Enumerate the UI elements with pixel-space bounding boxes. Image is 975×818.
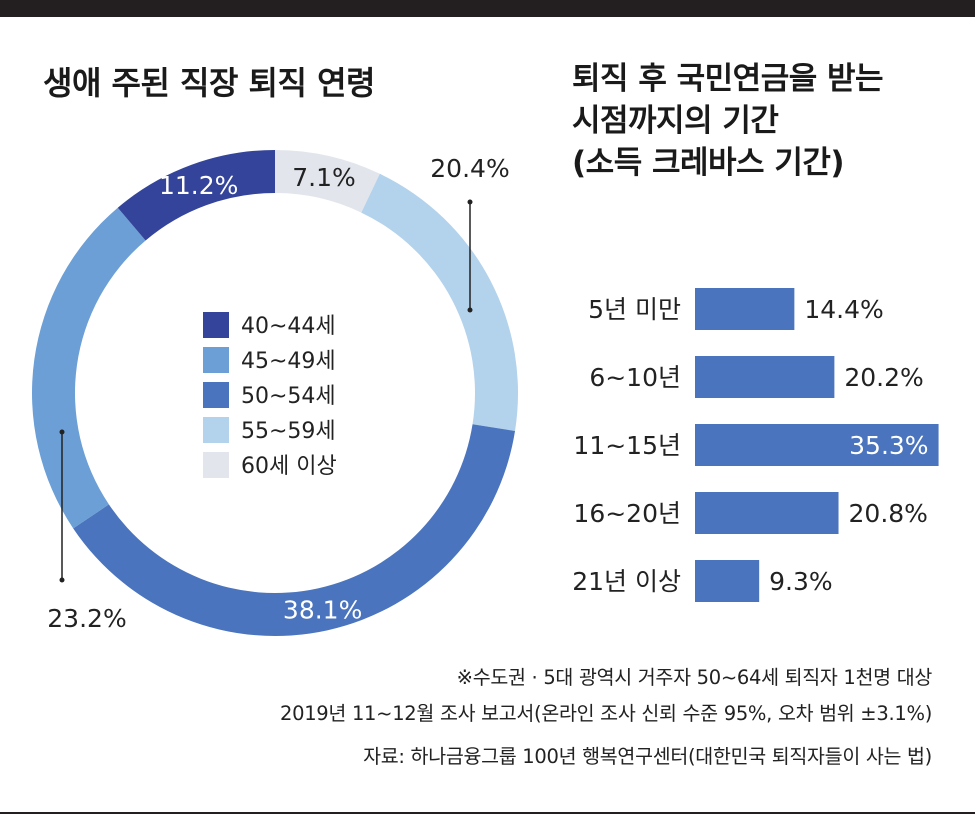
legend-label: 45~49세 (241, 349, 336, 374)
bar-value-label: 14.4% (804, 295, 883, 324)
bar-chart-title-line-3: (소득 크레바스 기간) (572, 145, 845, 181)
legend-label: 40~44세 (241, 314, 336, 339)
donut-slice (275, 150, 380, 213)
legend-label: 50~54세 (241, 384, 336, 409)
legend-swatch (203, 452, 229, 478)
legend-swatch (203, 312, 229, 338)
bar-value-label: 35.3% (849, 431, 928, 460)
bar (695, 560, 760, 602)
legend-label: 60세 이상 (241, 454, 337, 479)
donut-slice-label: 20.4% (430, 154, 509, 183)
bar (695, 424, 939, 466)
donut-slice (117, 150, 275, 241)
donut-slice-label: 7.1% (292, 163, 356, 192)
bar-category-label: 16~20년 (573, 499, 681, 528)
donut-slice-label: 38.1% (283, 595, 362, 624)
footnote-date: 2019년 11~12월 조사 보고서(온라인 조사 신뢰 수준 95%, 오차… (279, 702, 932, 725)
donut-slice (361, 173, 518, 432)
bar-value-label: 9.3% (769, 567, 833, 596)
bar-value-label: 20.2% (844, 363, 923, 392)
bar-chart: 5년 미만 14.4% 6~10년 20.2% 11~15년 35.3% 16~20년 20.… (572, 288, 939, 602)
donut-slice (73, 424, 516, 636)
bar-chart-title-line-1: 퇴직 후 국민연금을 받는 (572, 61, 884, 97)
donut-chart: 11.2% 38.1% 7.1% 20.4% 23.2% 40~44세 45~49세 50~5… (32, 150, 518, 636)
legend-swatch (203, 382, 229, 408)
leader-dot (59, 577, 65, 583)
footnote-survey: ※수도권 · 5대 광역시 거주자 50~64세 퇴직자 1천명 대상 (456, 666, 933, 689)
leader-dot (59, 429, 65, 435)
leader-dot (467, 307, 473, 313)
footnote-source: 자료: 하나금융그룹 100년 행복연구센터(대한민국 퇴직자들이 사는 법) (363, 745, 932, 768)
bar-value-label: 20.8% (849, 499, 928, 528)
donut-slice-label: 23.2% (47, 604, 126, 633)
legend-label: 55~59세 (241, 419, 336, 444)
bar (695, 288, 795, 330)
bottom-rule (0, 812, 975, 814)
bar (695, 356, 835, 398)
donut-chart-title: 생애 주된 직장 퇴직 연령 (43, 64, 375, 102)
bar-category-label: 11~15년 (573, 431, 681, 460)
bar (695, 492, 839, 534)
bar-category-label: 5년 미만 (588, 295, 681, 324)
leader-dot (467, 199, 473, 205)
bar-category-label: 21년 이상 (572, 567, 681, 596)
bar-chart-title: 퇴직 후 국민연금을 받는 시점까지의 기간 (소득 크레바스 기간) (572, 58, 884, 184)
donut-slice-label: 11.2% (159, 171, 238, 200)
top-bar (0, 0, 975, 17)
bar-chart-title-line-2: 시점까지의 기간 (572, 103, 779, 139)
legend-swatch (203, 347, 229, 373)
donut-slice (32, 207, 146, 529)
bar-category-label: 6~10년 (589, 363, 681, 392)
legend-swatch (203, 417, 229, 443)
